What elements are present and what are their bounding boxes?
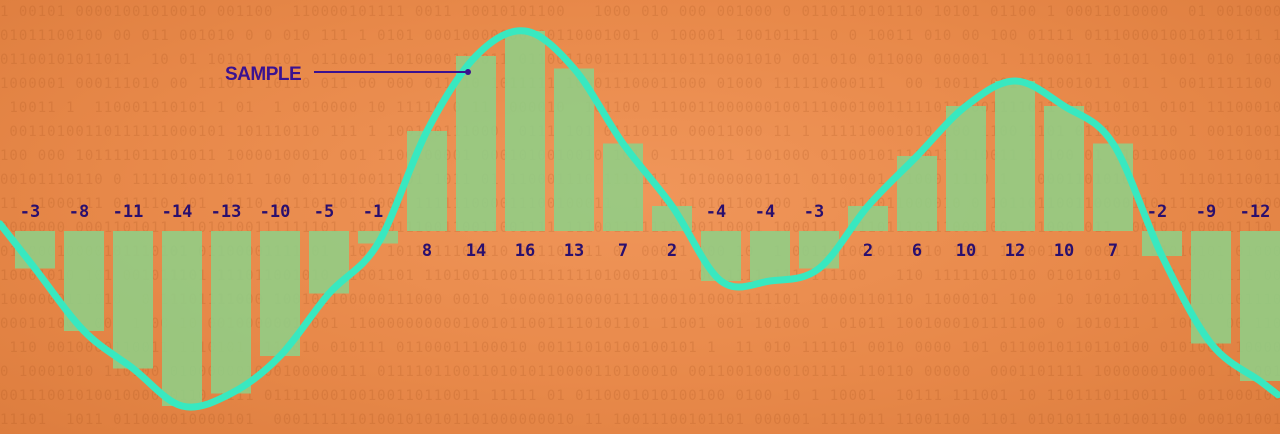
value-label: 12: [1005, 241, 1025, 261]
curve-layer: [0, 27, 1280, 411]
sample-bar: [1044, 106, 1084, 231]
sample-bar: [1240, 231, 1280, 381]
value-label: 7: [1108, 241, 1118, 261]
value-label: 7: [618, 241, 628, 261]
sample-bar: [456, 56, 496, 231]
sample-bar: [554, 68, 594, 231]
sample-bar: [1093, 143, 1133, 231]
value-label: -11: [113, 202, 144, 222]
analog-signal-curve: [0, 27, 1280, 411]
value-label: 2: [863, 241, 873, 261]
value-label: 14: [466, 241, 486, 261]
value-label: -10: [260, 202, 291, 222]
value-label: 10: [1054, 241, 1074, 261]
value-label: -8: [69, 202, 89, 222]
value-label: -3: [804, 202, 824, 222]
value-label: 8: [422, 241, 432, 261]
bars-layer: [15, 31, 1280, 406]
value-label: -13: [211, 202, 242, 222]
value-label: -5: [314, 202, 334, 222]
sample-bar: [505, 31, 545, 231]
value-label: -4: [755, 202, 775, 222]
sample-bar: [995, 81, 1035, 231]
value-label: -2: [1147, 202, 1167, 222]
sample-bar: [750, 231, 790, 281]
value-label: -3: [20, 202, 40, 222]
value-label: -12: [1240, 202, 1271, 222]
sample-annotation-label: SAMPLE: [225, 64, 301, 85]
value-label: 13: [564, 241, 584, 261]
sample-bar: [407, 131, 447, 231]
annotation-layer: SAMPLE: [225, 64, 471, 85]
value-label: -14: [162, 202, 193, 222]
value-label: 6: [912, 241, 922, 261]
sample-bar: [946, 106, 986, 231]
value-label: 10: [956, 241, 976, 261]
value-label: -9: [1196, 202, 1216, 222]
labels-layer: -3 -8 -11 -14 -13 -10 -5 -1 8 14 16 13 7 2 -4 -4 -3 2 6 10 1…: [20, 202, 1271, 261]
sample-bar: [162, 231, 202, 406]
sample-annotation-dot: [465, 69, 471, 75]
value-label: 2: [667, 241, 677, 261]
sample-bar: [113, 231, 153, 369]
sample-bar: [211, 231, 251, 394]
sample-bar: [701, 231, 741, 281]
value-label: -1: [363, 202, 383, 222]
value-label: 16: [515, 241, 535, 261]
value-label: -4: [706, 202, 726, 222]
